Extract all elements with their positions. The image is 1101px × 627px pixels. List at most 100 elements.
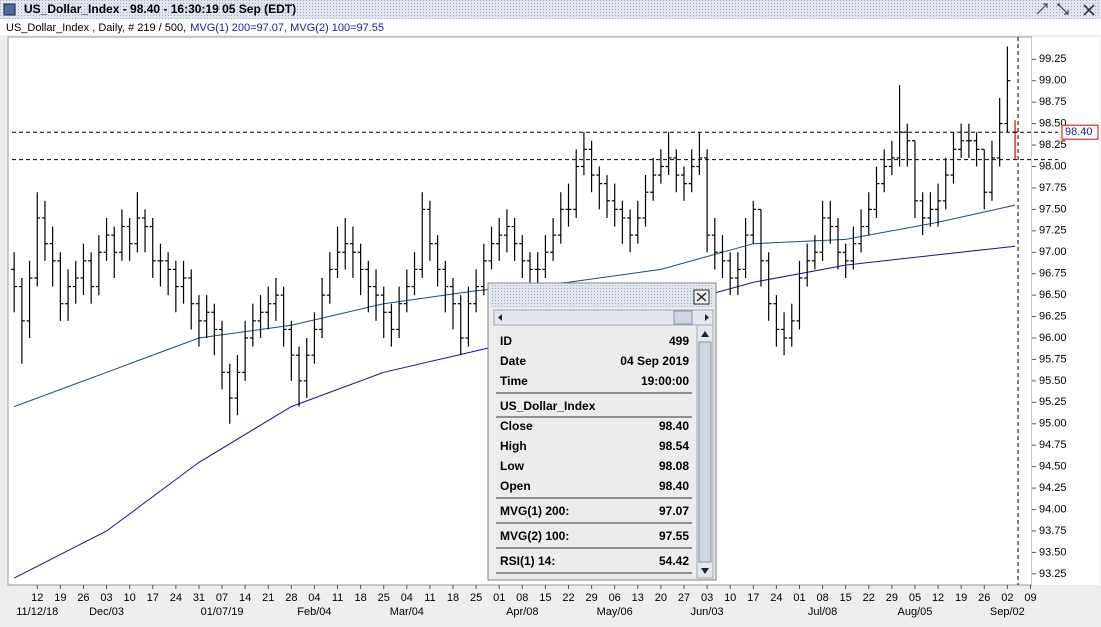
field-label: Close: [500, 419, 533, 433]
x-tick-label: 02: [1001, 592, 1013, 604]
y-tick-label: 98.75: [1039, 96, 1067, 108]
indicator-info: MVG(1) 200=97.07, MVG(2) 100=97.55: [190, 22, 384, 34]
x-tick-label: 12: [31, 592, 43, 604]
x-period-label: May/06: [597, 606, 633, 618]
x-tick-label: 17: [747, 592, 759, 604]
price-label: 98.40: [1065, 126, 1093, 138]
y-tick-label: 96.50: [1039, 289, 1067, 301]
scroll-thumb[interactable]: [673, 310, 693, 325]
field-value: 98.40: [659, 479, 689, 493]
data-window-frame: [487, 282, 717, 581]
x-tick-label: 12: [932, 592, 944, 604]
y-tick-label: 94.00: [1039, 503, 1067, 515]
x-period-label: Sep/02: [990, 606, 1025, 618]
plot: 93.25 93.50 93.75 94.00 94.25 94.50 94.75 95.00…: [11, 37, 1099, 618]
x-period-label: Mar/04: [390, 606, 424, 618]
price-label-box: [1061, 124, 1099, 140]
x-tick-label: 01: [793, 592, 805, 604]
field-label: Date: [500, 354, 526, 368]
x-tick-label: 27: [678, 592, 690, 604]
y-tick-label: 93.75: [1039, 525, 1067, 537]
x-tick-label: 04: [308, 592, 320, 604]
x-tick-label: 31: [193, 592, 205, 604]
x-tick-label: 06: [609, 592, 621, 604]
field-value: 98.40: [659, 419, 689, 433]
window-controls[interactable]: [1036, 3, 1095, 16]
x-period-label: Aug/05: [898, 606, 933, 618]
x-tick-label: 19: [955, 592, 967, 604]
y-tick-label: 98.25: [1039, 139, 1067, 151]
x-tick-label: 18: [447, 592, 459, 604]
x-tick-label: 08: [516, 592, 528, 604]
x-period-label: Dec/03: [89, 606, 124, 618]
field-value: 19:00:00: [641, 374, 689, 388]
field-label: High: [500, 439, 527, 453]
x-tick-label: 22: [863, 592, 875, 604]
y-tick-label: 96.00: [1039, 332, 1067, 344]
x-tick-label: 03: [701, 592, 713, 604]
y-tick-label: 94.75: [1039, 439, 1067, 451]
y-tick-label: 98.00: [1039, 160, 1067, 172]
field-label: RSI(1) 14:: [500, 554, 555, 568]
chart-info: US_Dollar_Index , Daily, # 219 / 500,: [6, 22, 186, 34]
y-tick-label: 93.25: [1039, 568, 1067, 580]
y-tick-label: 97.25: [1039, 225, 1067, 237]
x-tick-label: 22: [562, 592, 574, 604]
x-tick-label: 10: [724, 592, 736, 604]
y-tick-label: 96.75: [1039, 268, 1067, 280]
y-tick-label: 97.00: [1039, 246, 1067, 258]
field-value: 98.54: [659, 439, 689, 453]
section-heading: US_Dollar_Index: [500, 399, 596, 413]
detach-button[interactable]: [1036, 3, 1048, 15]
maximize-button[interactable]: [1057, 3, 1069, 15]
x-tick-label: 15: [840, 592, 852, 604]
field-value: 499: [669, 334, 689, 348]
y-tick-label: 99.00: [1039, 75, 1067, 87]
x-tick-label: 28: [285, 592, 297, 604]
field-value: 97.07: [659, 504, 689, 518]
vertical-scroll-thumb[interactable]: [698, 341, 712, 563]
x-tick-label: 20: [655, 592, 667, 604]
field-label: MVG(1) 200:: [500, 504, 569, 518]
field-value: 97.55: [659, 529, 689, 543]
window-title: US_Dollar_Index - 98.40 - 16:30:19 05 Se…: [24, 2, 296, 16]
y-tick-label: 95.75: [1039, 353, 1067, 365]
y-tick-label: 97.50: [1039, 203, 1067, 215]
x-period-label: Jun/03: [691, 606, 724, 618]
info-bar: [0, 19, 1101, 35]
field-label: Open: [500, 479, 531, 493]
x-tick-label: 04: [401, 592, 413, 604]
x-period-label: Feb/04: [297, 606, 331, 618]
field-value: 54.42: [659, 554, 689, 568]
x-tick-label: 11: [332, 592, 343, 604]
x-tick-label: 03: [100, 592, 112, 604]
x-tick-label: 24: [770, 592, 782, 604]
close-button[interactable]: [1083, 4, 1095, 16]
field-value: 98.08: [659, 459, 689, 473]
x-tick-label: 29: [585, 592, 597, 604]
x-tick-label: 26: [978, 592, 990, 604]
x-tick-label: 14: [239, 592, 251, 604]
x-period-label: Apr/08: [506, 606, 538, 618]
x-period-label: 11/12/18: [16, 606, 58, 618]
y-tick-label: 96.25: [1039, 310, 1067, 322]
y-tick-label: 99.25: [1039, 53, 1067, 65]
y-tick-label: 98.50: [1039, 118, 1067, 130]
field-label: ID: [500, 334, 512, 348]
x-tick-label: 24: [170, 592, 182, 604]
x-tick-label: 25: [470, 592, 482, 604]
field-label: Time: [500, 374, 528, 388]
x-tick-label: 08: [816, 592, 828, 604]
data-window-title-bar: [490, 285, 714, 307]
x-tick-label: 11: [424, 592, 435, 604]
y-tick-label: 95.50: [1039, 375, 1067, 387]
field-label: MVG(2) 100:: [500, 529, 569, 543]
data-window[interactable]: ID 499 Date 04 Sep 2019 Time 19:00:00 US_Dolla…: [487, 282, 717, 581]
horizontal-scrollbar[interactable]: [493, 309, 714, 326]
x-tick-label: 26: [77, 592, 89, 604]
field-label: Low: [500, 459, 525, 473]
y-tick-label: 94.25: [1039, 482, 1067, 494]
close-glyph: [696, 292, 707, 302]
x-tick-label: 05: [909, 592, 921, 604]
